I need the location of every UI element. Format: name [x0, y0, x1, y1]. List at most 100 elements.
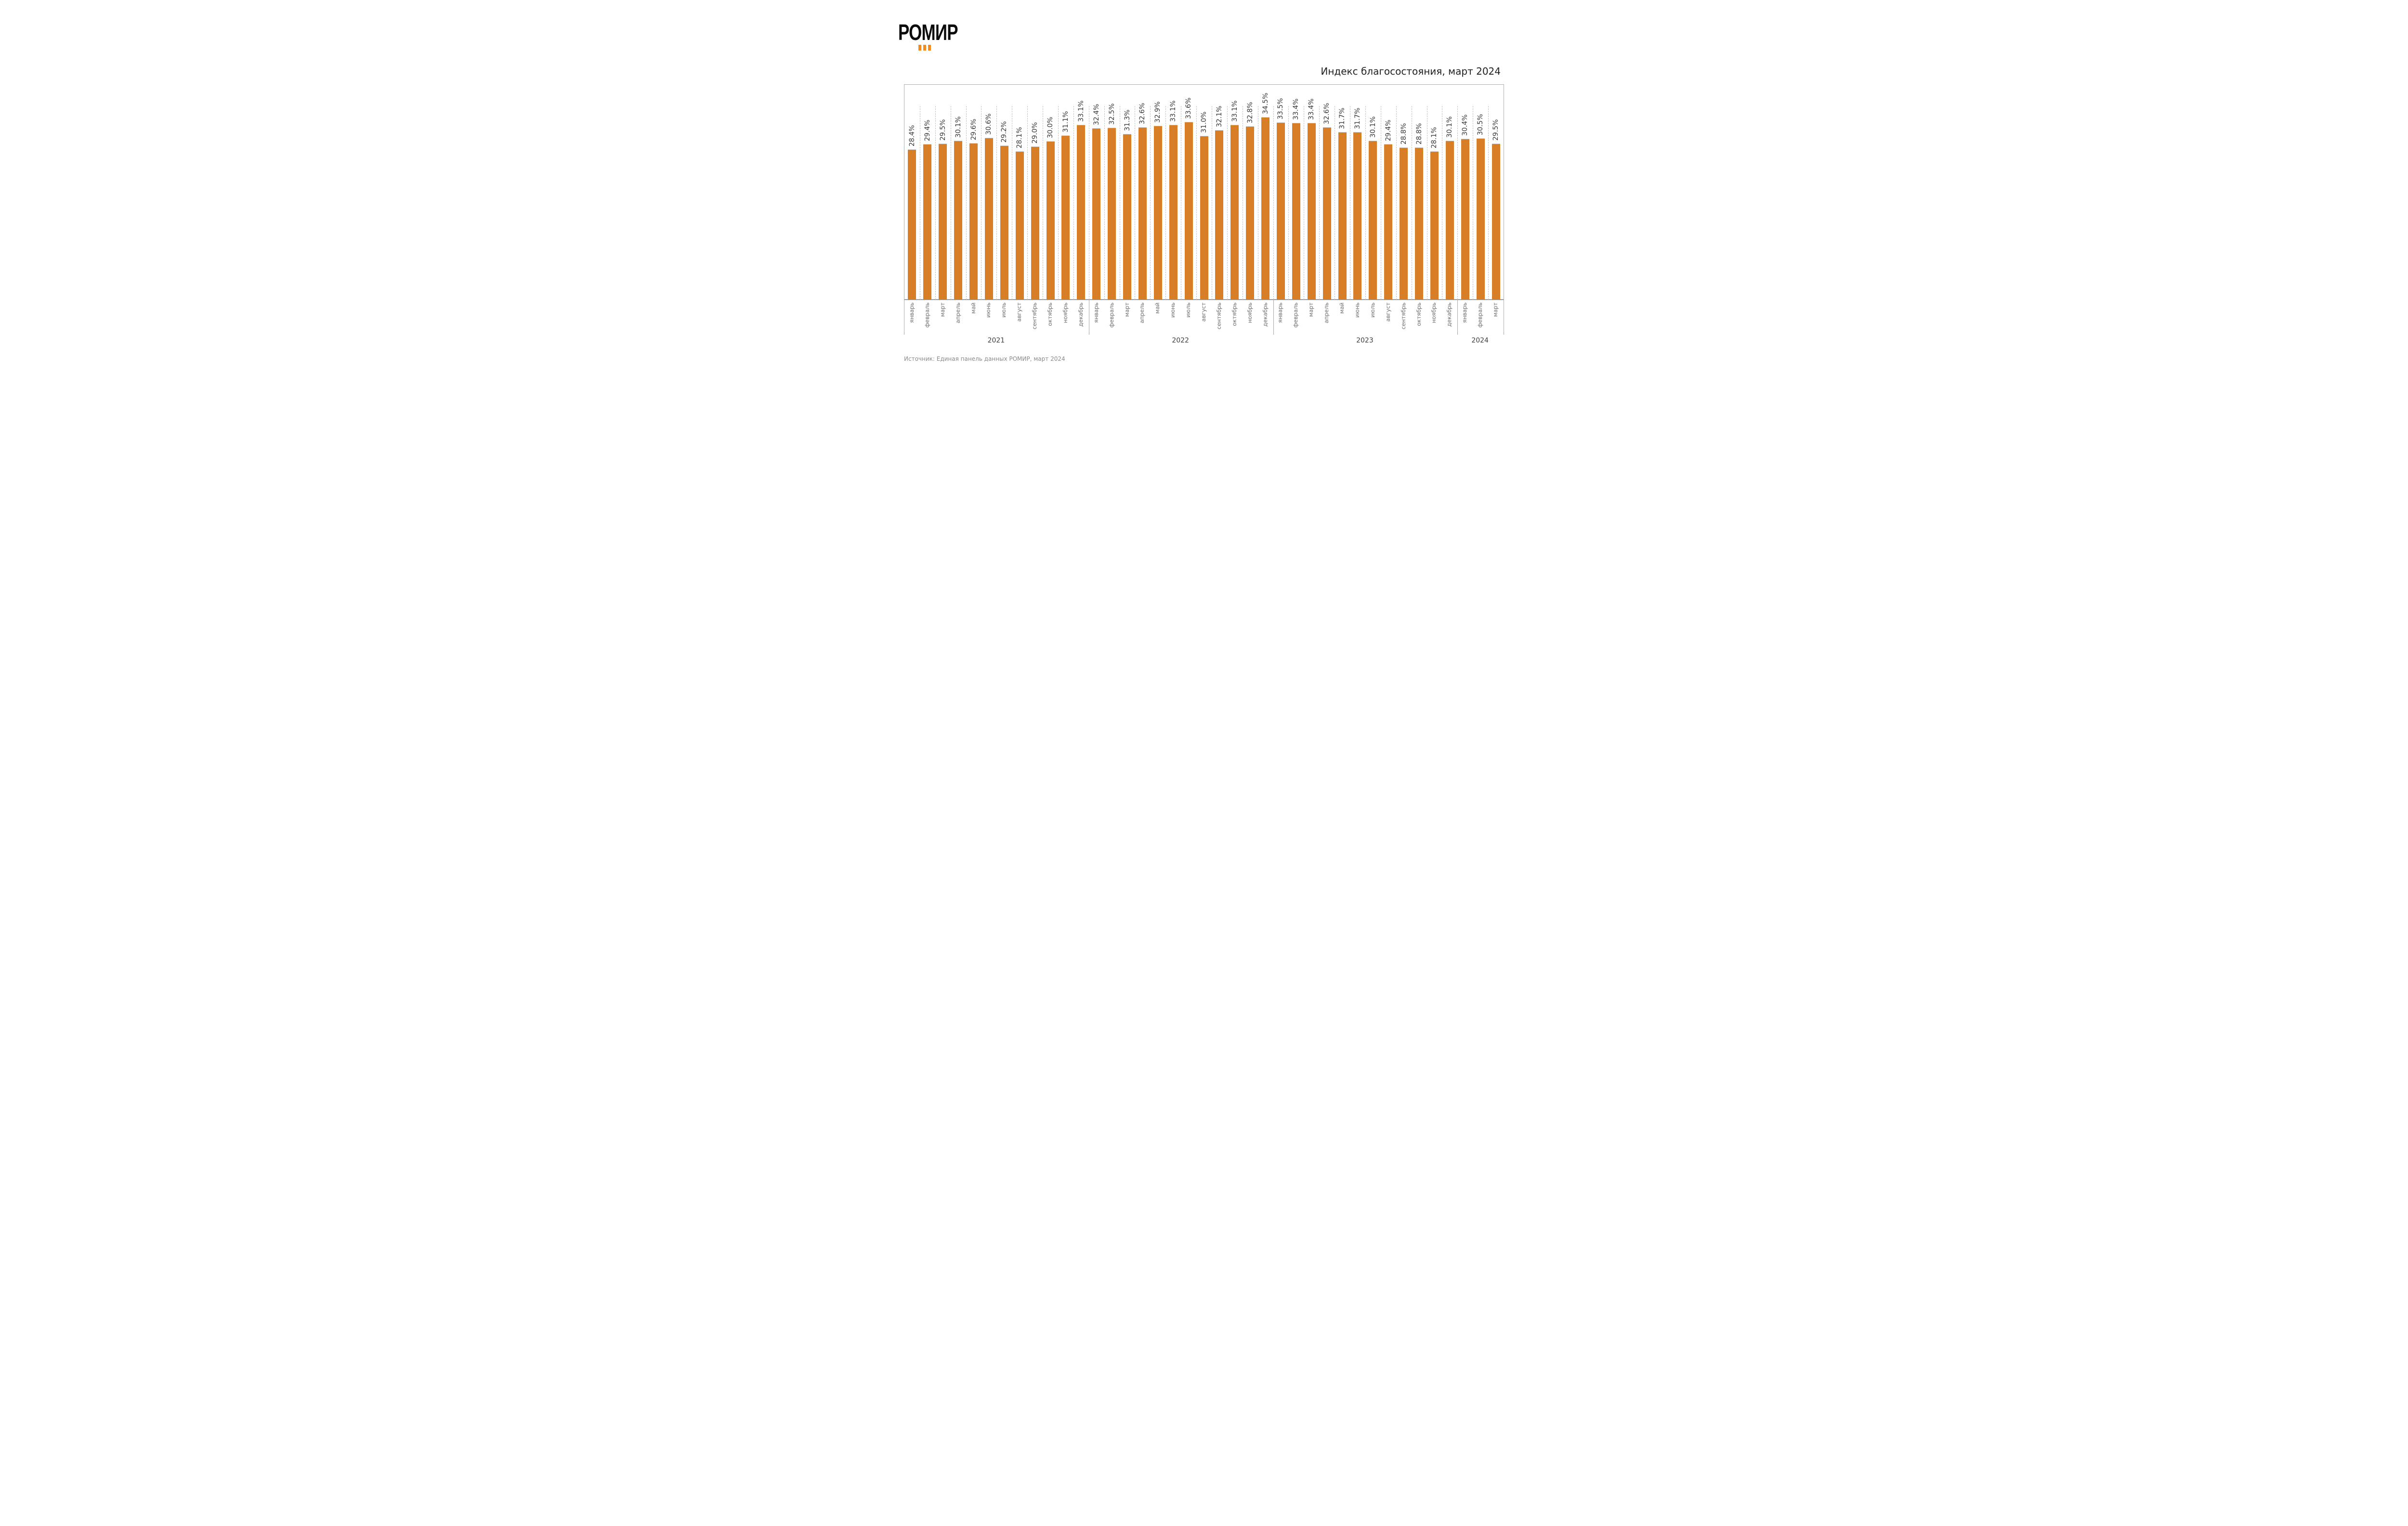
month-label: октябрь: [1415, 303, 1422, 326]
month-label: февраль: [1477, 303, 1484, 328]
bar-value-label: 28.8%: [1415, 123, 1423, 145]
bar: [1276, 122, 1285, 300]
month-label: май: [1338, 303, 1346, 314]
romir-logo: РОМИР: [898, 20, 977, 51]
bar-value-label: 32.8%: [1246, 102, 1254, 124]
bar-value-label: 28.1%: [1016, 127, 1024, 148]
bar-value-label: 33.6%: [1185, 97, 1193, 119]
bar-value-label: 32.6%: [1139, 103, 1147, 125]
month-label: июнь: [1353, 303, 1361, 318]
bar: [1123, 134, 1131, 300]
month-label: июль: [1000, 303, 1008, 318]
bar: [1031, 146, 1039, 300]
month-label: июнь: [985, 303, 992, 318]
bar: [1261, 117, 1270, 300]
chart-title: Индекс благосостояния, март 2024: [1321, 66, 1501, 77]
month-label: октябрь: [1230, 303, 1238, 326]
month-label: август: [1384, 303, 1391, 322]
bar: [923, 144, 932, 300]
bar-value-label: 28.8%: [1400, 123, 1408, 145]
bar-value-label: 31.1%: [1061, 111, 1070, 132]
gridline: [1073, 106, 1074, 300]
bar-value-label: 32.1%: [1215, 105, 1223, 127]
bar-value-label: 29.6%: [969, 118, 978, 141]
year-label: 2021: [987, 337, 1005, 344]
bar-value-label: 31.7%: [1353, 107, 1361, 130]
bar-value-label: 29.4%: [923, 119, 931, 142]
bar-value-label: 30.1%: [954, 116, 962, 138]
bar: [1246, 126, 1255, 300]
month-label: март: [1492, 303, 1499, 317]
gridline: [996, 106, 997, 300]
bar: [1200, 135, 1208, 300]
bar: [1400, 147, 1408, 300]
bar: [1430, 151, 1439, 300]
month-label: июль: [1369, 303, 1376, 318]
bar: [1445, 140, 1454, 300]
month-label: май: [1154, 303, 1161, 314]
bar-value-label: 34.5%: [1261, 92, 1269, 115]
month-label: апрель: [1323, 303, 1330, 324]
bar-value-label: 28.4%: [908, 125, 916, 147]
gridline: [1150, 106, 1151, 300]
bar-value-label: 32.9%: [1154, 101, 1162, 123]
logo-square: [928, 45, 931, 51]
bar-value-label: 33.1%: [1077, 100, 1085, 122]
bar-value-label: 29.4%: [1384, 119, 1392, 142]
year-label: 2023: [1356, 337, 1374, 344]
bar: [1415, 147, 1424, 300]
bar-value-label: 32.5%: [1108, 103, 1116, 125]
bar: [1061, 135, 1070, 300]
bar-value-label: 31.3%: [1123, 109, 1131, 132]
month-label: декабрь: [1077, 303, 1084, 327]
bar: [908, 149, 916, 300]
month-label: август: [1200, 303, 1207, 322]
month-label: декабрь: [1261, 303, 1269, 327]
bar-value-label: 33.1%: [1169, 100, 1178, 122]
bar-value-label: 30.1%: [1446, 116, 1454, 138]
bar: [1476, 138, 1485, 300]
gridline: [981, 106, 982, 300]
bar: [1353, 132, 1362, 300]
month-label: март: [1123, 303, 1130, 317]
bar-value-label: 29.5%: [939, 119, 947, 141]
month-label: сентябрь: [1031, 303, 1038, 329]
bar: [1046, 141, 1055, 300]
bar: [1292, 123, 1300, 300]
bar: [1492, 144, 1500, 300]
bar-value-label: 29.5%: [1492, 119, 1500, 141]
month-label: январь: [908, 303, 915, 323]
bar-value-label: 33.1%: [1230, 100, 1239, 122]
gridline: [1457, 106, 1458, 300]
year-separator: [1457, 300, 1458, 335]
romir-logo-text: РОМИР: [898, 20, 958, 45]
month-label: февраль: [923, 303, 930, 328]
month-label: январь: [1092, 303, 1099, 323]
bar: [1338, 132, 1347, 300]
month-label: май: [969, 303, 977, 314]
month-label: август: [1016, 303, 1023, 322]
bar: [1000, 145, 1008, 300]
bar-value-label: 29.2%: [1000, 121, 1008, 143]
month-label: февраль: [1108, 303, 1115, 328]
month-label: март: [939, 303, 946, 317]
bar-value-label: 32.6%: [1323, 103, 1331, 125]
month-label: ноябрь: [1061, 303, 1069, 323]
gridline: [1165, 106, 1166, 300]
month-label: июнь: [1169, 303, 1177, 318]
bar-value-label: 33.5%: [1277, 98, 1285, 120]
bar: [1077, 124, 1086, 300]
month-label: январь: [1461, 303, 1468, 323]
gridline: [1196, 106, 1197, 300]
month-label: ноябрь: [1430, 303, 1438, 323]
bar-value-label: 30.1%: [1369, 116, 1377, 138]
bar: [1369, 140, 1377, 300]
bar: [1215, 130, 1224, 300]
chart-area: 28.4% январь 29.4% февраль 29.5% март 30.1% апр…: [904, 84, 1504, 347]
month-label: апрель: [954, 303, 961, 324]
month-label: ноябрь: [1246, 303, 1253, 323]
bar: [1184, 122, 1193, 300]
bar: [939, 144, 947, 300]
year-separator: [1273, 300, 1274, 335]
month-label: сентябрь: [1215, 303, 1222, 329]
